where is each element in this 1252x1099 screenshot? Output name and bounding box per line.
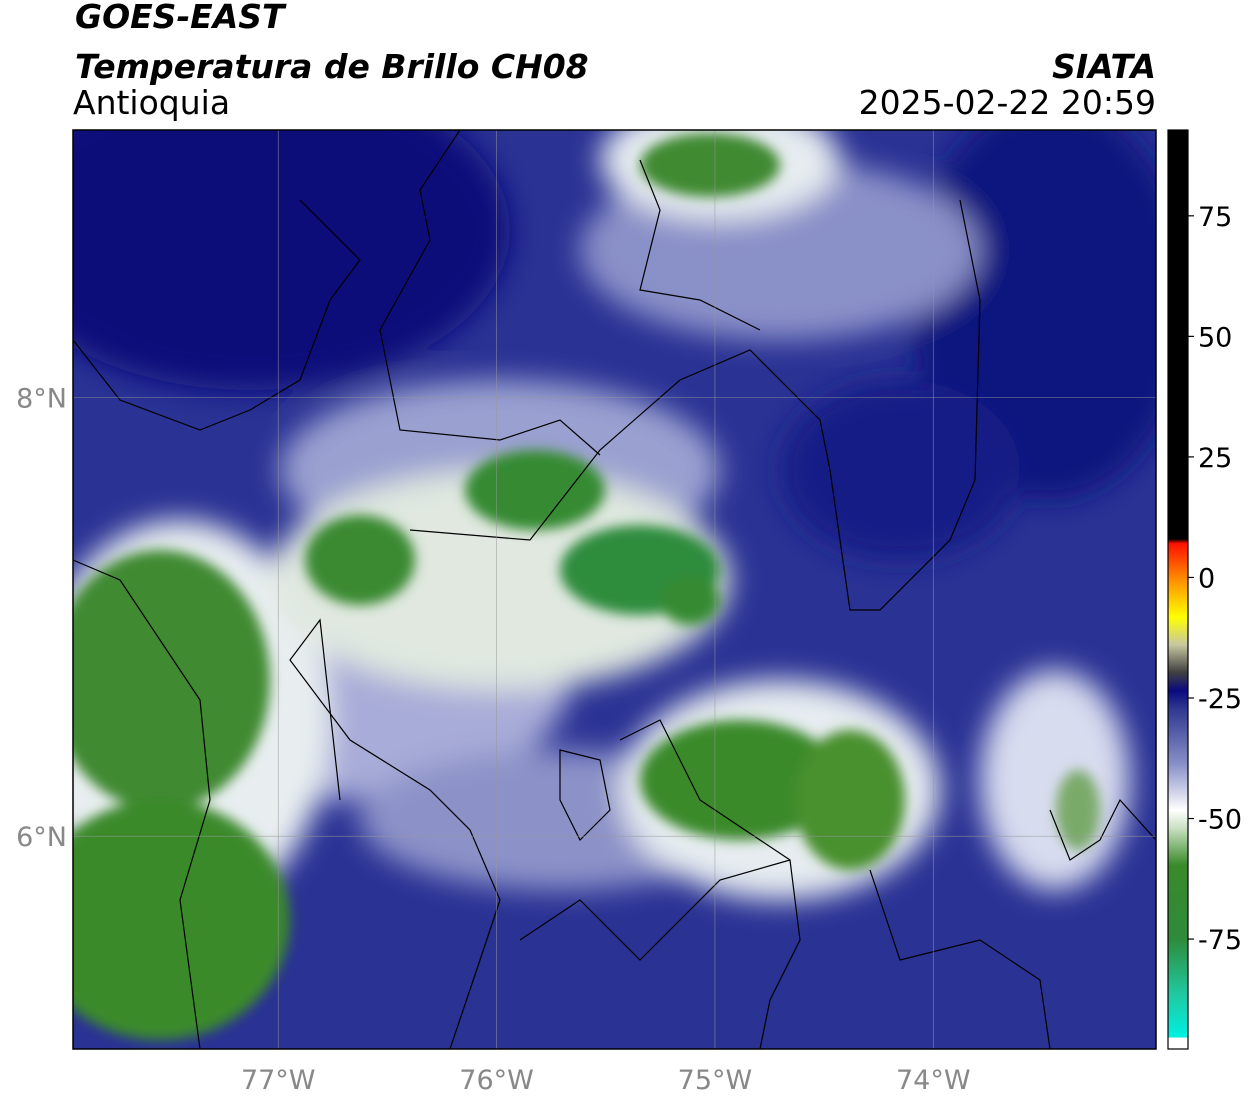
map-frame — [72, 129, 1157, 1050]
title: GOES-EAST — [75, 0, 287, 36]
y-tick-label: 6°N — [16, 822, 67, 853]
colorbar-tick-label: 75 — [1198, 202, 1232, 233]
satellite-image — [73, 130, 1156, 1049]
datetime: 2025-02-22 20:59 — [859, 83, 1156, 122]
x-tick-label: 76°W — [459, 1065, 534, 1096]
x-tick-label: 74°W — [896, 1065, 971, 1096]
y-tick-label: 8°N — [16, 384, 67, 415]
graticule — [73, 130, 1156, 1049]
subtitle: Temperatura de Brillo CH08 — [75, 47, 589, 86]
colorbar-tick-label: -75 — [1198, 925, 1242, 956]
x-tick-label: 75°W — [678, 1065, 753, 1096]
colorbar-tick-label: -25 — [1198, 684, 1242, 715]
x-tick-label: 77°W — [241, 1065, 316, 1096]
colorbar — [1167, 129, 1189, 1050]
colorbar-tick-label: 0 — [1198, 563, 1215, 594]
region: Antioquia — [73, 83, 230, 122]
colorbar-tick-label: 50 — [1198, 322, 1232, 353]
source: SIATA — [1052, 47, 1156, 86]
colorbar-tick-label: 25 — [1198, 443, 1232, 474]
colorbar-tick-label: -50 — [1198, 805, 1242, 836]
